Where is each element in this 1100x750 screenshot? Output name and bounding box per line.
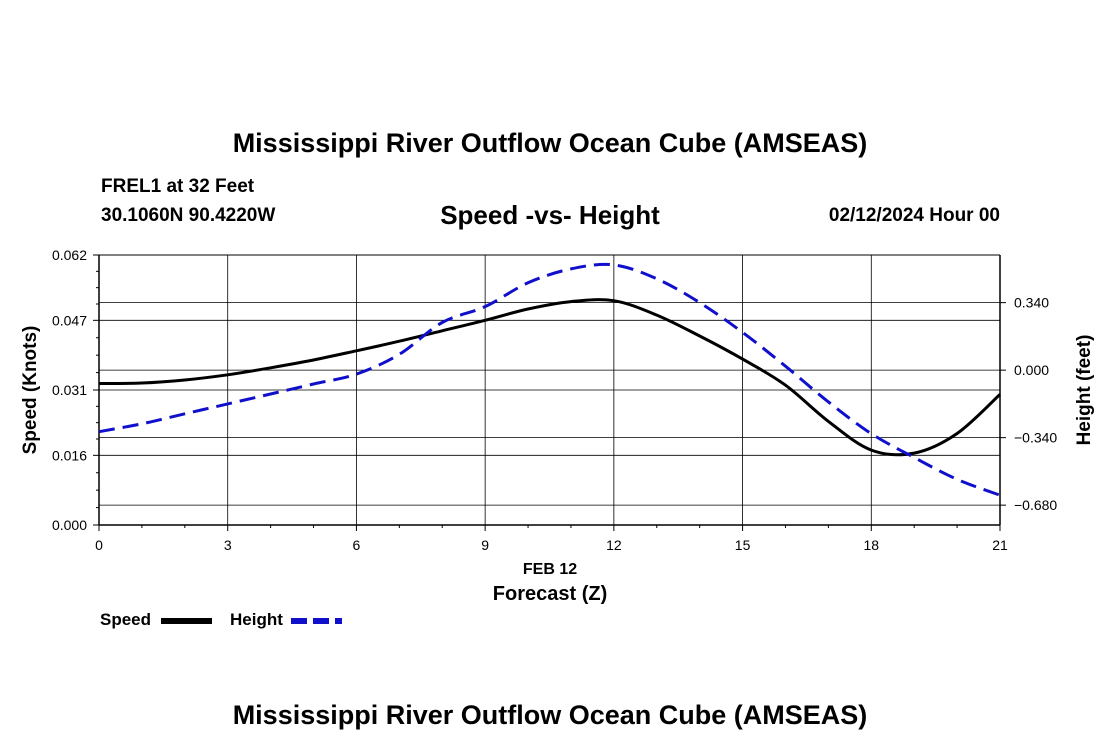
chart-subtitle: Speed -vs- Height (440, 200, 660, 230)
footer-title: Mississippi River Outflow Ocean Cube (AM… (232, 700, 868, 730)
x-tick-label: 3 (224, 537, 232, 553)
station-coordinates: 30.1060N 90.4220W (101, 205, 276, 226)
x-tick-label: 15 (735, 537, 751, 553)
y-left-tick-label: 0.000 (52, 517, 87, 533)
y-left-tick-label: 0.031 (52, 382, 87, 398)
y-right-tick-label: −0.340 (1014, 430, 1057, 446)
x-tick-label: 12 (606, 537, 622, 553)
forecast-datetime: 02/12/2024 Hour 00 (828, 205, 1000, 226)
y-left-tick-label: 0.047 (52, 312, 87, 328)
x-tick-label: 9 (481, 537, 489, 553)
x-tick-label: 6 (353, 537, 361, 553)
y-right-tick-label: 0.340 (1014, 295, 1049, 311)
legend-height-label: Height (230, 610, 283, 629)
page-title: Mississippi River Outflow Ocean Cube (AM… (232, 128, 868, 158)
x-date-label: FEB 12 (523, 561, 577, 578)
x-axis-title: Forecast (Z) (493, 583, 607, 605)
x-tick-label: 0 (95, 537, 103, 553)
y-left-tick-label: 0.062 (52, 247, 87, 263)
y-right-tick-label: 0.000 (1014, 362, 1049, 378)
y-right-axis-title: Height (feet) (1074, 335, 1095, 446)
x-tick-label: 21 (992, 537, 1008, 553)
y-left-tick-label: 0.016 (52, 447, 87, 463)
legend-speed-label: Speed (100, 610, 151, 629)
station-label: FREL1 at 32 Feet (101, 176, 255, 197)
x-tick-label: 18 (863, 537, 879, 553)
y-left-axis-title: Speed (Knots) (20, 326, 41, 455)
height-series-line (98, 262, 1001, 497)
speed-series-line (98, 298, 1002, 457)
y-right-tick-label: −0.680 (1014, 497, 1057, 513)
